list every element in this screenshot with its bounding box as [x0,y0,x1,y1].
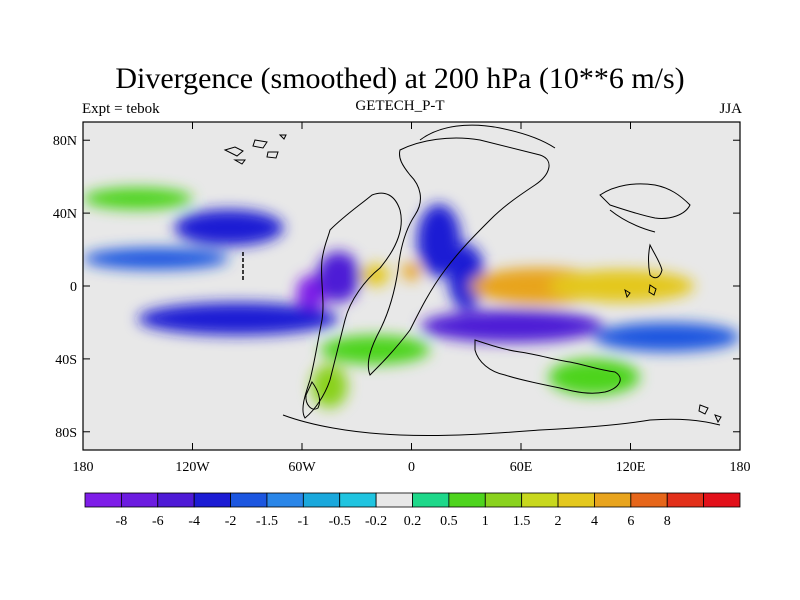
colorbar-label-12: 2 [555,514,562,529]
colorbar-box-6 [302,492,341,508]
colorbar-box-17 [703,492,741,508]
colorbar-box-1 [120,492,159,508]
x-tick-label-6: 180 [730,460,751,475]
field-feature-4 [360,264,390,287]
colorbar-label-0: -8 [116,514,128,529]
coastlines [223,124,722,437]
colorbar-label-7: -0.2 [365,514,387,529]
x-tick-label-0: 180 [73,460,94,475]
colorbar-label-4: -1.5 [256,514,278,529]
colorbar-label-1: -6 [152,514,164,529]
field-feature-14 [83,187,193,210]
y-tick-label-4: 80S [55,426,77,441]
y-tick-label-1: 40N [53,207,77,222]
colorbar-box-9 [412,492,450,508]
field-feature-3 [316,251,361,303]
field-feature-9 [548,269,695,303]
field-feature-6 [416,204,461,277]
colorbar-label-5: -1 [297,514,309,529]
colorbar-box-8 [375,492,413,508]
model-label: GETECH_P-T [355,98,445,114]
colorbar-label-15: 8 [664,514,671,529]
colorbar-label-2: -4 [188,514,200,529]
colorbar-box-14 [594,492,632,508]
field-feature-10 [420,309,604,343]
colorbar-box-16 [666,492,705,508]
colorbar-box-4 [230,492,268,508]
colorbar-box-5 [266,492,304,508]
season-label: JJA [719,101,742,117]
x-tick-label-4: 60E [510,460,533,475]
colorbar-label-3: -2 [225,514,237,529]
field-feature-5 [402,262,421,281]
y-tick-label-2: 0 [70,280,77,295]
field-feature-12 [594,322,740,352]
colorbar-box-2 [157,492,195,508]
field-feature-15 [320,335,430,365]
colorbar-label-6: -0.5 [329,514,351,529]
colorbar-box-3 [193,492,231,508]
x-tick-label-1: 120W [175,460,210,475]
x-tick-label-2: 60W [288,460,316,475]
colorbar-label-13: 4 [591,514,598,529]
colorbar-box-11 [484,492,523,508]
colorbar-label-11: 1.5 [513,514,531,529]
colorbar-box-13 [557,492,595,508]
field-feature-11 [137,302,339,336]
x-axis: 180 120W 60W 0 60E 120E 180 [73,122,751,475]
colorbar-label-8: 0.2 [404,514,422,529]
field-feature-7 [448,244,485,310]
colorbar: -8 -6 -4 -2 -1.5 -1 -0.5 -0.2 0.2 0.5 1 1.5 2 4 6 8 [84,492,741,529]
colorbar-box-7 [339,492,377,508]
chart-title: Divergence (smoothed) at 200 hPa (10**6 … [115,62,685,95]
colorbar-box-0 [84,492,122,508]
colorbar-label-10: 1 [482,514,489,529]
experiment-label: Expt = tebok [82,101,160,117]
field-feature-16 [548,358,640,396]
y-tick-label-0: 80N [53,134,77,149]
colorbar-box-12 [521,492,559,508]
colorbar-box-10 [448,492,486,508]
x-tick-label-5: 120E [616,460,646,475]
colorbar-box-15 [630,492,668,508]
y-axis: 80N 40N 0 40S 80S [53,134,740,441]
field-feature-1 [174,209,284,246]
field-blobs [83,187,740,409]
colorbar-label-9: 0.5 [440,514,458,529]
x-tick-label-3: 0 [408,460,415,475]
field-feature-13 [311,364,348,409]
divergence-field [83,122,740,450]
y-tick-label-3: 40S [55,353,77,368]
colorbar-label-14: 6 [627,514,634,529]
field-feature-0 [83,247,229,270]
